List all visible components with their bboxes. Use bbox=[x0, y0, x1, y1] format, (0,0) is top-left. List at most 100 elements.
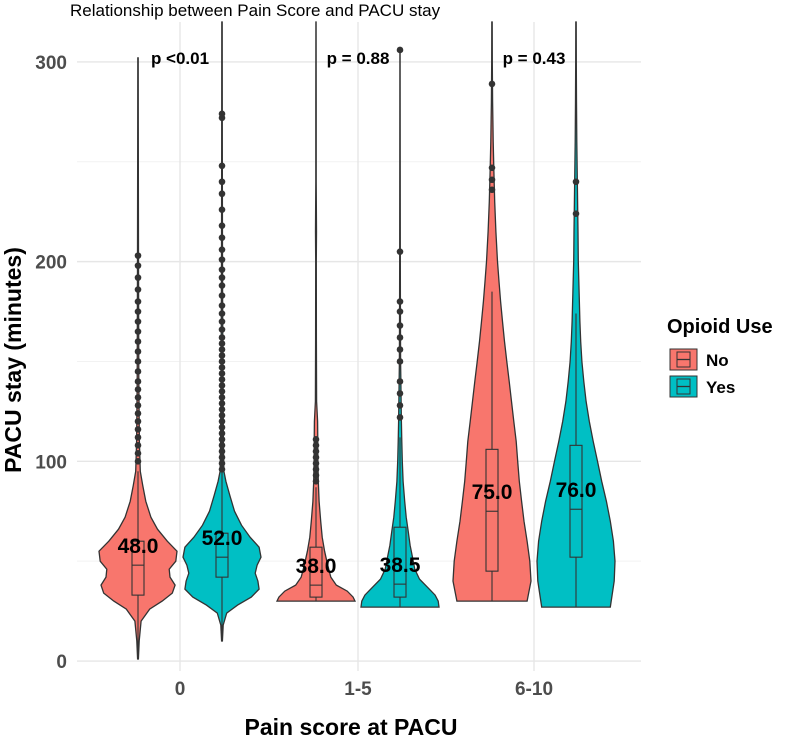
outlier-point bbox=[134, 328, 142, 335]
legend: Opioid Use No Yes bbox=[667, 316, 773, 398]
outlier-point bbox=[134, 298, 142, 305]
legend-key-yes bbox=[669, 375, 698, 398]
violin-body bbox=[275, 21, 357, 602]
x-tick-label: 0 bbox=[175, 679, 186, 700]
outlier-point bbox=[134, 450, 142, 457]
outlier-point bbox=[218, 302, 226, 309]
outlier-point bbox=[218, 382, 226, 389]
outlier-point bbox=[396, 248, 404, 255]
outlier-point bbox=[134, 394, 142, 401]
outlier-point bbox=[488, 164, 496, 172]
outlier-point bbox=[218, 110, 226, 118]
outlier-point bbox=[218, 442, 226, 449]
outlier-point bbox=[218, 460, 226, 467]
median-label: 76.0 bbox=[556, 479, 597, 502]
outlier-point bbox=[218, 234, 226, 241]
p-value-label: p <0.01 bbox=[151, 49, 209, 68]
x-tick-label: 1-5 bbox=[344, 679, 372, 700]
outlier-point bbox=[134, 262, 142, 269]
outlier-point bbox=[396, 308, 404, 315]
outlier-point bbox=[396, 414, 404, 421]
outlier-point bbox=[218, 418, 226, 425]
outlier-point bbox=[218, 162, 226, 170]
outlier-point bbox=[134, 386, 142, 393]
outlier-point bbox=[396, 378, 404, 385]
outlier-point bbox=[396, 402, 404, 409]
outlier-point bbox=[134, 442, 142, 449]
outlier-point bbox=[218, 400, 226, 407]
legend-title: Opioid Use bbox=[667, 316, 773, 338]
iqr-box bbox=[131, 540, 145, 596]
outlier-point bbox=[218, 376, 226, 383]
chart-title: Relationship between Pain Score and PACU… bbox=[70, 1, 441, 20]
outlier-point bbox=[218, 326, 226, 333]
iqr-box bbox=[393, 526, 407, 598]
outlier-point bbox=[134, 286, 142, 293]
y-tick-label: 0 bbox=[56, 652, 67, 673]
outlier-point bbox=[396, 322, 404, 329]
y-tick-label: 100 bbox=[35, 452, 67, 473]
outlier-point bbox=[396, 298, 404, 305]
violins: 48.0 38.0 75.0 52.0 38.5 76.0 bbox=[98, 21, 616, 660]
outlier-point bbox=[218, 274, 226, 281]
outlier-point bbox=[218, 190, 226, 198]
y-axis-ticks: 0 100 200 300 bbox=[35, 53, 67, 673]
outlier-point bbox=[134, 318, 142, 325]
outlier-point bbox=[134, 402, 142, 409]
outlier-point bbox=[218, 206, 226, 214]
outlier-point bbox=[396, 46, 404, 54]
iqr-box bbox=[309, 546, 323, 598]
p-value-label: p = 0.43 bbox=[503, 49, 566, 68]
outlier-point bbox=[134, 338, 142, 345]
outlier-point bbox=[312, 448, 320, 455]
outlier-point bbox=[396, 346, 404, 353]
outlier-point bbox=[396, 334, 404, 341]
outlier-point bbox=[218, 318, 226, 325]
outlier-point bbox=[218, 388, 226, 395]
outlier-point bbox=[134, 348, 142, 355]
iqr-box bbox=[215, 532, 229, 578]
outlier-point bbox=[134, 368, 142, 375]
outlier-point bbox=[218, 292, 226, 299]
outlier-point bbox=[218, 370, 226, 377]
outlier-point bbox=[134, 378, 142, 385]
x-axis-title: Pain score at PACU bbox=[244, 714, 457, 740]
legend-label-no: No bbox=[706, 351, 729, 370]
y-tick-label: 200 bbox=[35, 253, 67, 274]
outlier-point bbox=[134, 410, 142, 417]
outlier-point bbox=[218, 424, 226, 431]
outlier-point bbox=[218, 358, 226, 365]
outlier-point bbox=[312, 466, 320, 473]
p-value-label: p = 0.88 bbox=[327, 49, 390, 68]
iqr-box bbox=[569, 444, 583, 558]
outlier-point bbox=[572, 178, 580, 186]
outlier-point bbox=[488, 176, 496, 184]
outlier-point bbox=[488, 80, 496, 88]
outlier-point bbox=[218, 334, 226, 341]
outlier-point bbox=[218, 364, 226, 371]
outlier-point bbox=[488, 186, 496, 194]
gridlines bbox=[77, 22, 641, 671]
median-label: 75.0 bbox=[472, 481, 513, 504]
violin-group-yes-1-5: 38.5 bbox=[360, 46, 440, 608]
y-tick-label: 300 bbox=[35, 53, 67, 74]
outlier-point bbox=[218, 436, 226, 443]
outlier-point bbox=[218, 466, 226, 473]
violin-group-yes-0: 52.0 bbox=[182, 21, 262, 642]
outlier-point bbox=[312, 454, 320, 461]
outlier-point bbox=[218, 178, 226, 186]
median-label: 48.0 bbox=[118, 535, 159, 558]
outlier-point bbox=[312, 477, 320, 485]
outlier-point bbox=[218, 412, 226, 419]
legend-key-no bbox=[669, 348, 698, 371]
y-axis-title: PACU stay (minutes) bbox=[0, 247, 26, 473]
outlier-point bbox=[218, 394, 226, 401]
outlier-point bbox=[218, 340, 226, 347]
outlier-point bbox=[134, 274, 142, 281]
outlier-point bbox=[218, 454, 226, 461]
violin-group-no-1-5: 38.0 bbox=[275, 21, 357, 602]
outlier-point bbox=[134, 308, 142, 315]
outlier-point bbox=[218, 352, 226, 359]
outlier-point bbox=[218, 256, 226, 263]
